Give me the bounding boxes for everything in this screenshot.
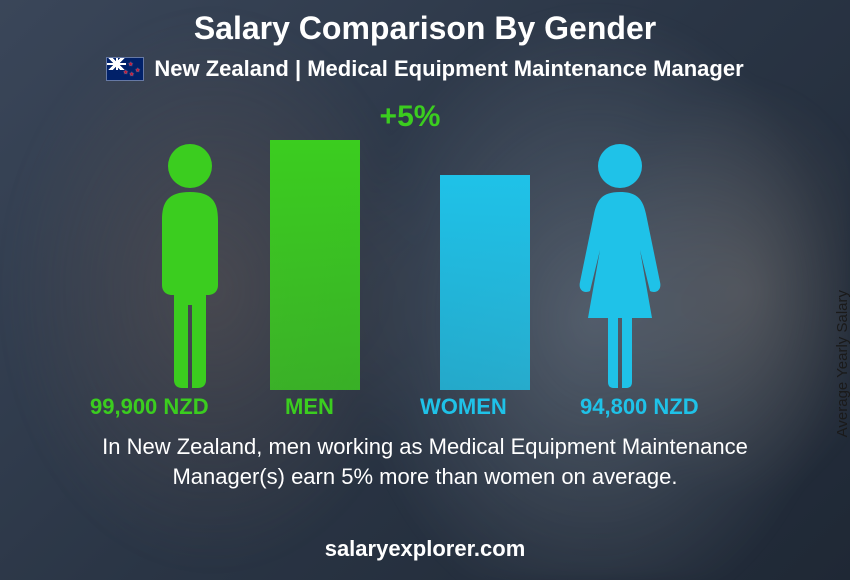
page-title: Salary Comparison By Gender <box>0 10 850 47</box>
women-salary-label: 94,800 NZD <box>580 394 699 420</box>
men-bar <box>270 140 360 390</box>
subtitle-text: New Zealand | Medical Equipment Maintena… <box>154 56 743 82</box>
men-label: MEN <box>285 394 334 420</box>
comparison-chart: +5% 99,900 NZD MEN WOMEN 94,800 NZD <box>130 100 690 420</box>
men-salary-label: 99,900 NZD <box>90 394 209 420</box>
nz-flag-icon: ★ ★ ★ ★ <box>106 57 144 81</box>
female-figure-icon <box>570 140 670 390</box>
percent-difference-label: +5% <box>130 100 690 134</box>
women-bar <box>440 175 530 390</box>
y-axis-label: Average Yearly Salary <box>834 290 850 437</box>
subtitle-row: ★ ★ ★ ★ New Zealand | Medical Equipment … <box>0 56 850 82</box>
footer-source: salaryexplorer.com <box>0 536 850 562</box>
male-figure-icon <box>140 140 240 390</box>
women-label: WOMEN <box>420 394 507 420</box>
description-text: In New Zealand, men working as Medical E… <box>60 432 790 491</box>
